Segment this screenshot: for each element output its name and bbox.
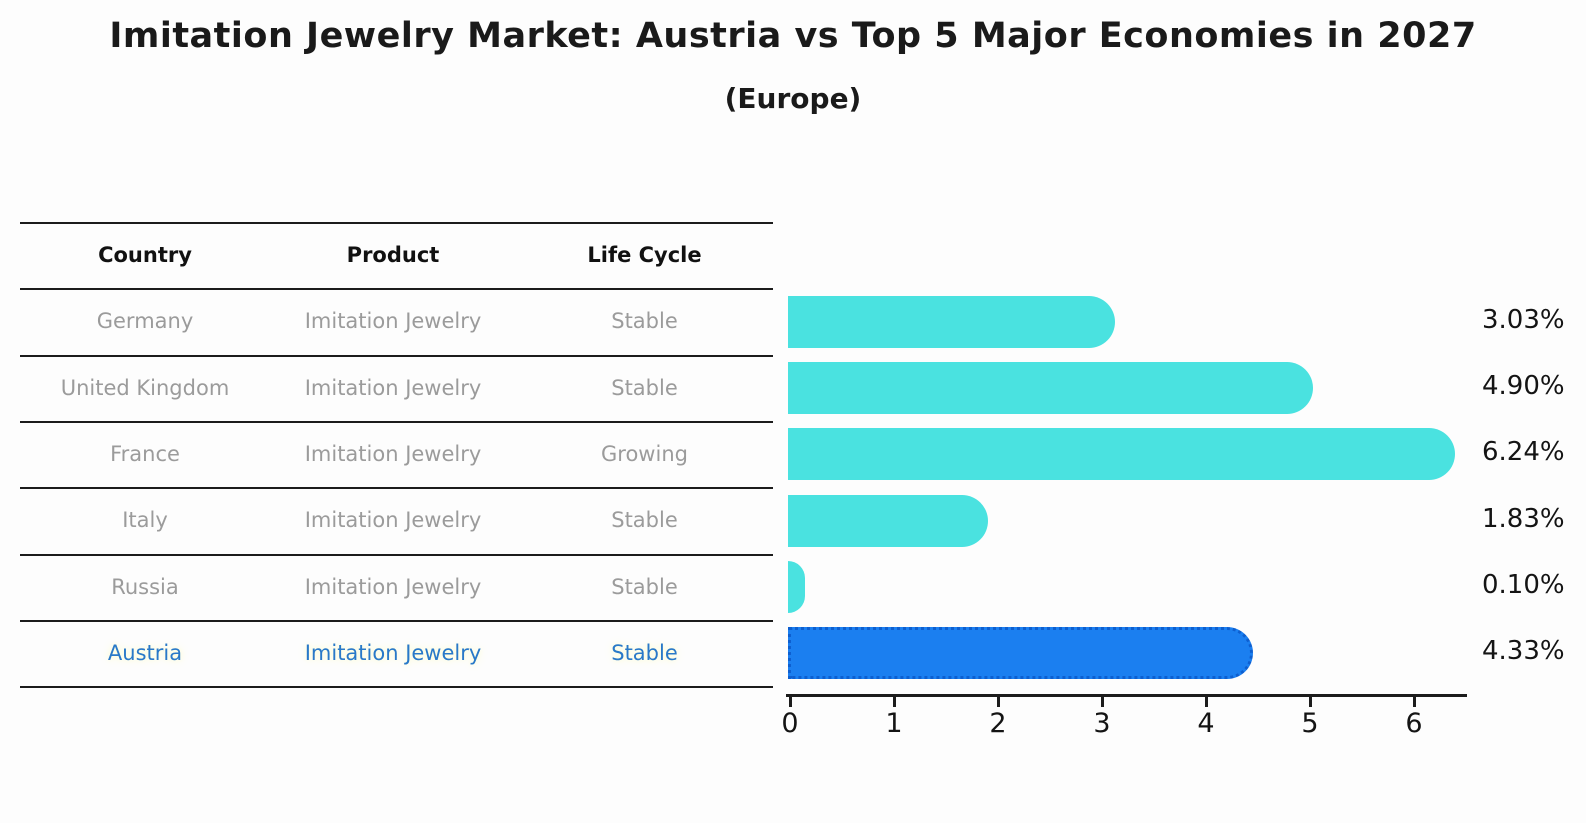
table-separator-line (20, 288, 773, 291)
bar-italy (788, 494, 988, 547)
product-cell: Imitation Jewelry (304, 442, 482, 467)
bar-austria (788, 627, 1253, 680)
table-row-germany: Germany Imitation Jewelry Stable (20, 288, 773, 354)
value-label-austria: 4.33% (1482, 636, 1565, 667)
x-tick-mark (1205, 697, 1208, 707)
chart-subtitle: (Europe) (724, 82, 862, 115)
product-cell: Imitation Jewelry (304, 309, 482, 334)
bar-united-kingdom (788, 361, 1314, 414)
table-row-austria: Austria Imitation Jewelry Stable (20, 620, 773, 686)
x-tick-mark (1101, 697, 1104, 707)
value-label-italy: 1.83% (1482, 503, 1565, 534)
life-cycle-cell: Stable (611, 641, 678, 666)
table-separator-line (20, 354, 773, 357)
country-cell: Germany (96, 309, 194, 334)
value-label-germany: 3.03% (1482, 304, 1565, 335)
product-cell: Imitation Jewelry (304, 508, 482, 533)
x-tick-mark (997, 697, 1000, 707)
x-tick-label-2: 2 (989, 708, 1007, 739)
column-header-country: Country (98, 243, 192, 267)
value-label-france: 6.24% (1482, 437, 1565, 468)
table-row-russia: Russia Imitation Jewelry Stable (20, 554, 773, 620)
column-header-life-cycle: Life Cycle (587, 243, 702, 267)
table-header-row: Country Product Life Cycle (20, 222, 773, 288)
x-tick-label-1: 1 (885, 708, 903, 739)
product-cell: Imitation Jewelry (304, 574, 482, 599)
value-label-united-kingdom: 4.90% (1482, 370, 1565, 401)
life-cycle-cell: Stable (611, 574, 678, 599)
table-row-united-kingdom: United Kingdom Imitation Jewelry Stable (20, 355, 773, 421)
country-cell: Austria (107, 641, 183, 666)
value-label-russia: 0.10% (1482, 569, 1565, 600)
product-cell: Imitation Jewelry (304, 375, 482, 400)
x-tick-label-4: 4 (1197, 708, 1215, 739)
table-separator-line (20, 222, 773, 224)
table-separator-line (20, 553, 773, 556)
country-cell: Russia (111, 574, 179, 599)
country-cell: United Kingdom (60, 375, 230, 400)
table-separator-line (20, 686, 773, 689)
x-tick-mark (1413, 697, 1416, 707)
x-tick-label-5: 5 (1301, 708, 1319, 739)
country-cell: Italy (122, 508, 168, 533)
life-cycle-cell: Growing (601, 442, 688, 467)
table-separator-line (20, 487, 773, 490)
bar-germany (788, 295, 1116, 348)
life-cycle-cell: Stable (611, 309, 678, 334)
country-cell: France (110, 442, 180, 467)
x-tick-mark (789, 697, 792, 707)
life-cycle-cell: Stable (611, 375, 678, 400)
bar-france (788, 428, 1456, 481)
life-cycle-cell: Stable (611, 508, 678, 533)
x-tick-mark (893, 697, 896, 707)
x-axis-line (786, 694, 1467, 697)
table-row-italy: Italy Imitation Jewelry Stable (20, 487, 773, 553)
chart-title: Imitation Jewelry Market: Austria vs Top… (109, 16, 1477, 56)
bar-russia (788, 560, 805, 613)
table-row-france: France Imitation Jewelry Growing (20, 421, 773, 487)
product-cell: Imitation Jewelry (304, 641, 482, 666)
x-tick-label-3: 3 (1093, 708, 1111, 739)
table-separator-line (20, 421, 773, 424)
table-separator-line (20, 620, 773, 623)
column-header-product: Product (346, 243, 440, 267)
x-tick-label-6: 6 (1405, 708, 1423, 739)
x-tick-mark (1309, 697, 1312, 707)
x-tick-label-0: 0 (781, 708, 799, 739)
